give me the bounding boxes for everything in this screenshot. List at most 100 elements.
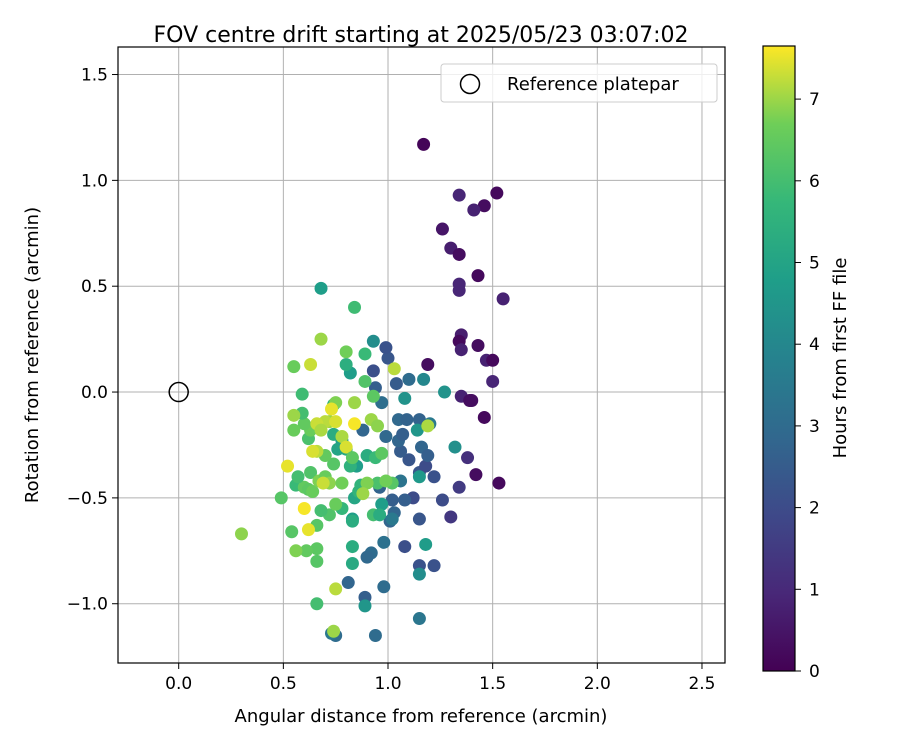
data-point <box>465 394 479 408</box>
data-point <box>335 429 349 443</box>
legend-marker-icon <box>459 73 481 95</box>
data-point <box>345 557 359 571</box>
data-point <box>389 377 403 391</box>
data-point <box>289 544 303 558</box>
data-point <box>421 358 435 372</box>
x-tick-label: 0.0 <box>165 674 192 694</box>
data-point <box>387 362 401 376</box>
y-axis-label: Rotation from reference (arcmin) <box>22 207 43 503</box>
data-point <box>412 470 426 484</box>
data-point <box>301 523 315 537</box>
y-tick-label: 0.0 <box>81 383 108 403</box>
data-point <box>375 497 389 511</box>
data-point <box>348 396 362 410</box>
data-point <box>366 334 380 348</box>
data-point <box>419 459 433 473</box>
colorbar-tick-label: 0 <box>809 662 820 682</box>
data-point <box>467 203 481 217</box>
y-tick-label: −1.0 <box>67 595 108 615</box>
data-point <box>306 444 320 458</box>
data-point <box>329 582 343 596</box>
data-point <box>358 599 372 613</box>
data-point <box>274 491 288 505</box>
data-point <box>496 292 510 306</box>
data-point <box>381 351 395 365</box>
data-point <box>444 510 458 524</box>
reference-marker <box>168 381 189 403</box>
data-point <box>310 554 324 568</box>
data-point <box>421 419 435 433</box>
data-point <box>471 338 485 352</box>
data-point <box>366 364 380 378</box>
data-point <box>287 360 301 374</box>
colorbar-tick-label: 2 <box>809 499 820 519</box>
data-point <box>490 186 504 200</box>
data-point <box>360 476 374 490</box>
data-point <box>368 628 382 642</box>
data-point <box>412 567 426 581</box>
data-point <box>348 300 362 314</box>
data-point <box>398 493 412 507</box>
data-point <box>454 343 468 357</box>
colorbar-tick-label: 5 <box>809 254 820 274</box>
data-point <box>371 419 385 433</box>
data-point <box>377 580 391 594</box>
data-point <box>306 485 320 499</box>
data-point <box>400 413 414 427</box>
x-tick-label: 2.0 <box>584 674 611 694</box>
data-point <box>394 444 408 458</box>
data-point <box>385 512 399 526</box>
data-point <box>345 451 359 465</box>
colorbar-gradient <box>762 45 796 672</box>
legend-box <box>440 63 718 103</box>
colorbar-label: Hours from first FF file <box>830 258 851 459</box>
data-point <box>335 476 349 490</box>
data-point <box>427 559 441 573</box>
data-point <box>314 281 328 295</box>
colorbar: 0 1 2 3 4 5 6 7 Hours from first FF file <box>762 45 851 682</box>
data-point <box>379 429 393 443</box>
data-point <box>435 222 449 236</box>
data-points <box>234 137 510 642</box>
data-point <box>366 389 380 403</box>
data-point <box>329 415 343 429</box>
data-point <box>377 535 391 549</box>
data-point <box>287 423 301 437</box>
data-point <box>477 199 491 213</box>
data-point <box>417 137 431 151</box>
y-tick-label: 0.5 <box>81 277 108 297</box>
data-point <box>402 372 416 386</box>
data-point <box>375 446 389 460</box>
data-point <box>345 514 359 528</box>
data-point <box>314 504 328 518</box>
data-point <box>452 283 466 297</box>
data-point <box>304 465 318 479</box>
data-point <box>452 188 466 202</box>
data-point <box>398 540 412 554</box>
data-point <box>329 497 343 511</box>
data-point <box>396 427 410 441</box>
data-point <box>356 487 370 501</box>
data-point <box>297 501 311 515</box>
data-point <box>295 387 309 401</box>
data-point <box>398 391 412 405</box>
x-tick-label: 2.5 <box>688 674 715 694</box>
legend-entry-label: Reference platepar <box>507 74 679 95</box>
data-point <box>339 345 353 359</box>
data-point <box>348 417 362 431</box>
data-point <box>310 597 324 611</box>
data-point <box>341 576 355 590</box>
data-point <box>379 341 393 355</box>
data-point <box>461 451 475 465</box>
x-tick-label: 0.5 <box>270 674 297 694</box>
data-point <box>291 470 305 484</box>
data-point <box>417 372 431 386</box>
x-axis-ticks: 0.0 0.5 1.0 1.5 2.0 2.5 <box>165 663 715 694</box>
x-tick-label: 1.5 <box>479 674 506 694</box>
x-tick-label: 1.0 <box>374 674 401 694</box>
x-axis-label: Angular distance from reference (arcmin) <box>235 706 608 727</box>
data-point <box>316 476 330 490</box>
data-point <box>339 440 353 454</box>
